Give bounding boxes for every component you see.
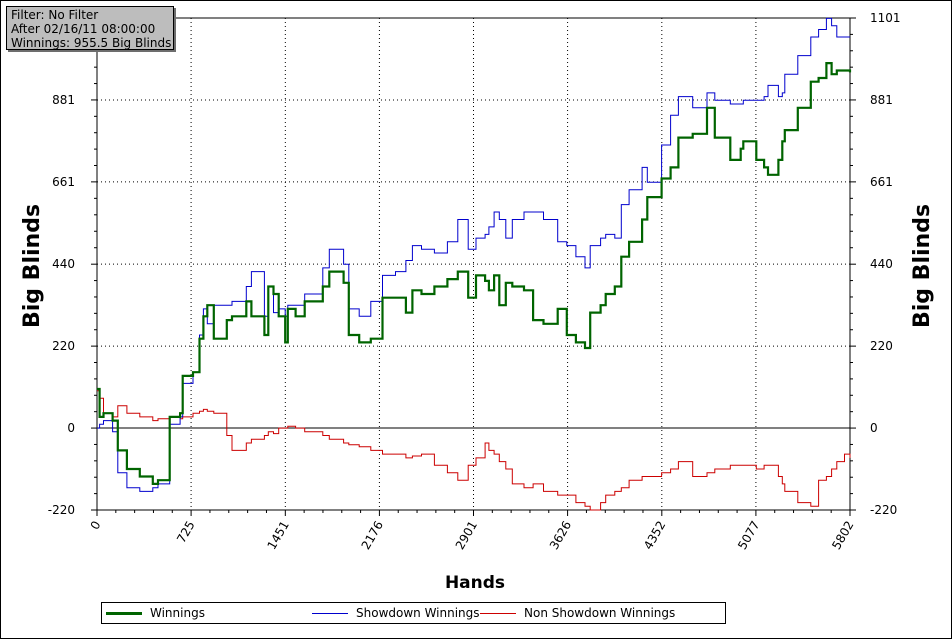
y-left-tick-label: 220: [52, 339, 75, 353]
y-right-tick-label: 1101: [870, 11, 901, 25]
x-tick-label: 2901: [453, 519, 480, 552]
legend-label-winnings: Winnings: [150, 606, 205, 620]
y-axis-title-left: Big Blinds: [20, 204, 45, 328]
series-non-showdown-line: [97, 390, 851, 511]
chart-legend: Winnings Showdown Winnings Non Showdown …: [101, 602, 726, 624]
y-right-tick-label: 661: [870, 175, 893, 189]
y-right-tick-label: 0: [870, 421, 878, 435]
y-right-tick-label: 881: [870, 93, 893, 107]
x-tick-label: 1451: [265, 519, 292, 552]
y-right-tick-label: -220: [870, 503, 897, 517]
legend-swatch-winnings: [106, 611, 142, 615]
x-tick-label: 725: [174, 519, 198, 546]
x-tick-label: 5802: [829, 519, 856, 552]
legend-item-showdown: Showdown Winnings: [312, 605, 480, 621]
x-tick-label: 4352: [641, 519, 668, 552]
x-tick-label: 2176: [359, 519, 386, 552]
series-winnings-line: [97, 62, 852, 485]
grid-layer: [97, 18, 850, 510]
x-tick-label: 0: [88, 519, 104, 533]
series-layer: [97, 17, 852, 511]
y-left-tick-label: 881: [52, 93, 75, 107]
filter-info-box: Filter: No Filter After 02/16/11 08:00:0…: [6, 6, 174, 50]
legend-swatch-showdown: [312, 612, 348, 614]
legend-label-non-showdown: Non Showdown Winnings: [524, 606, 676, 620]
y-right-tick-label: 220: [870, 339, 893, 353]
y-left-tick-label: 440: [52, 257, 75, 271]
x-axis-title: Hands: [445, 573, 505, 593]
legend-item-winnings: Winnings: [106, 605, 205, 621]
after-date-text: After 02/16/11 08:00:00: [11, 22, 156, 36]
y-axis-title-right: Big Blinds: [910, 204, 935, 328]
legend-label-showdown: Showdown Winnings: [356, 606, 480, 620]
x-tick-label: 5077: [735, 519, 762, 552]
y-left-tick-label: 0: [67, 421, 75, 435]
winnings-summary-text: Winnings: 955.5 Big Blinds: [11, 36, 172, 50]
x-tick-label: 3626: [547, 519, 574, 552]
legend-swatch-non-showdown: [480, 612, 516, 614]
y-right-tick-label: 440: [870, 257, 893, 271]
filter-text: Filter: No Filter: [11, 8, 99, 22]
y-left-tick-label: 661: [52, 175, 75, 189]
y-left-tick-label: -220: [48, 503, 75, 517]
series-showdown-line: [97, 17, 850, 492]
legend-item-non-showdown: Non Showdown Winnings: [480, 605, 675, 621]
